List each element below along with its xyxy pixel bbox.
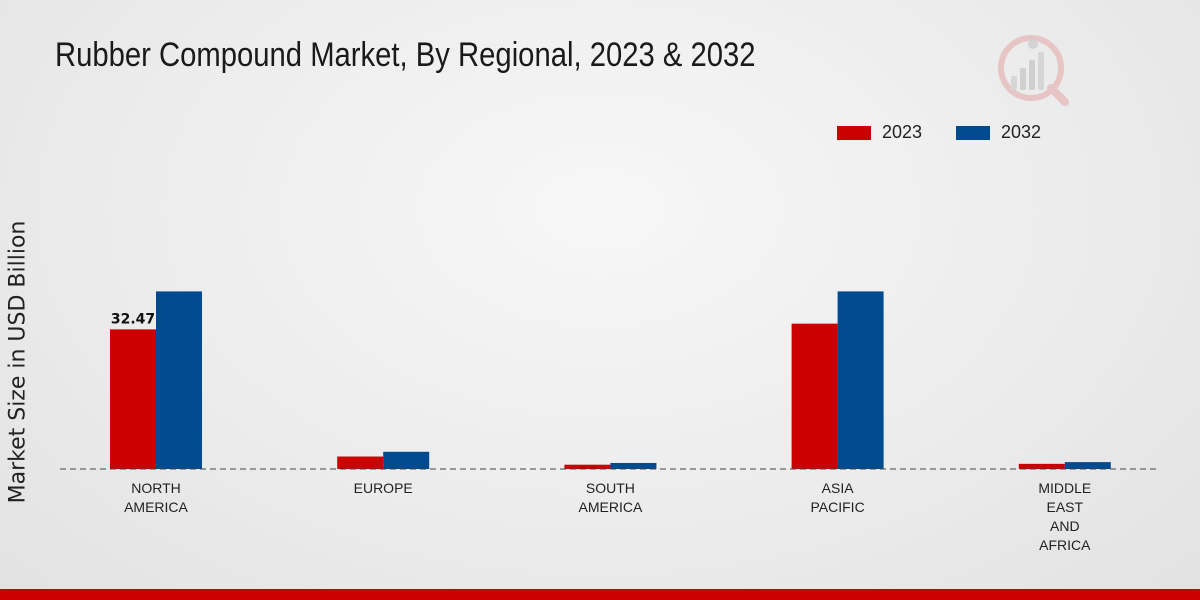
bar-2023-south-america <box>564 464 611 469</box>
x-tick-label: NORTH AMERICA <box>124 480 188 515</box>
footer-bar <box>0 589 1200 600</box>
bar-2023-asia-pacific <box>791 323 838 469</box>
legend-swatch-2023 <box>837 125 871 140</box>
bar-2032-north-america <box>156 291 202 469</box>
x-tick-label: EUROPE <box>354 480 413 496</box>
bar-2032-south-america <box>610 462 657 469</box>
bar-2023-europe <box>337 456 384 469</box>
legend-swatch-2032 <box>956 125 990 140</box>
x-tick-label: ASIA PACIFIC <box>810 480 864 515</box>
bar-2032-middle-east-and-africa <box>1064 462 1111 469</box>
bar-2023-north-america <box>110 329 156 469</box>
legend-item-2032: 2032 <box>956 122 1041 143</box>
legend-label-2032: 2032 <box>1001 122 1042 142</box>
x-tick-label: SOUTH AMERICA <box>579 480 643 515</box>
legend-item-2023: 2023 <box>837 122 922 143</box>
chart-title: Rubber Compound Market, By Regional, 202… <box>55 36 756 74</box>
legend: 2023 2032 <box>0 122 1200 146</box>
bar-2023-middle-east-and-africa <box>1018 463 1065 469</box>
data-label: 32.47 <box>111 311 155 327</box>
bar-2032-asia-pacific <box>837 291 884 469</box>
bar-2032-europe <box>383 451 430 469</box>
x-tick-label: MIDDLE EAST AND AFRICA <box>1038 480 1091 553</box>
brand-logo-icon <box>998 35 1069 106</box>
legend-label-2023: 2023 <box>882 122 923 142</box>
